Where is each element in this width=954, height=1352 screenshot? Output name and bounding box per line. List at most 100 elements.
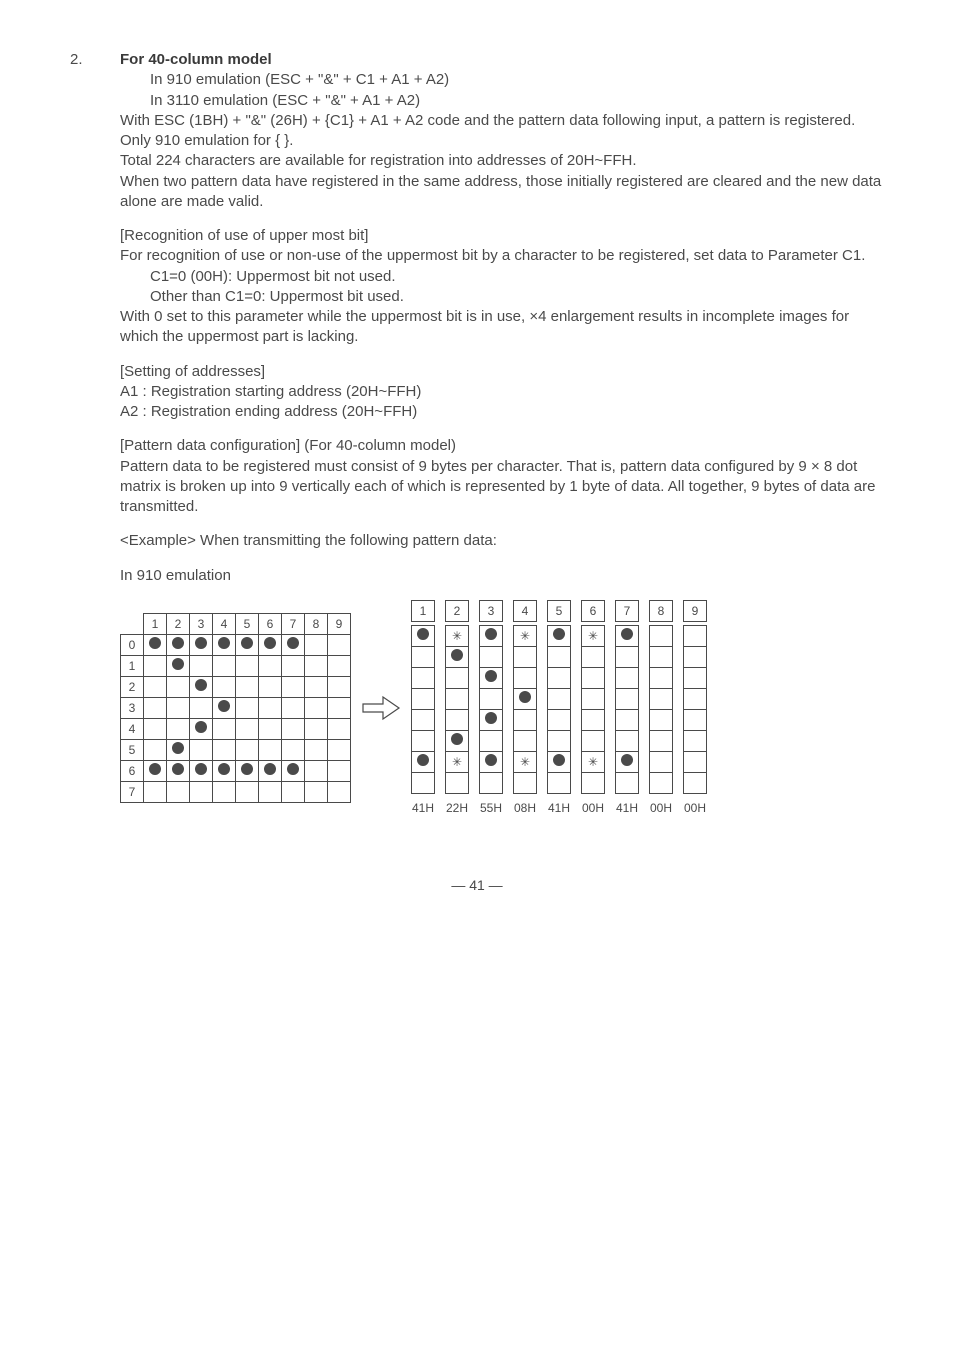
hex-label: 41H xyxy=(548,800,570,816)
byte-column-table: 6✳✳ xyxy=(581,600,605,794)
grid-cell xyxy=(167,697,190,718)
dot-icon xyxy=(149,637,161,649)
dot-icon xyxy=(451,733,463,745)
byte-cell xyxy=(650,688,673,709)
grid-cell xyxy=(144,718,167,739)
grid-cell xyxy=(167,781,190,802)
byte-cell xyxy=(548,688,571,709)
dot-icon xyxy=(218,637,230,649)
byte-column-header: 5 xyxy=(548,600,571,621)
dot-icon xyxy=(264,763,276,775)
grid-cell xyxy=(190,634,213,655)
dot-icon xyxy=(519,691,531,703)
dot-icon xyxy=(172,637,184,649)
grid-cell xyxy=(167,655,190,676)
byte-cell xyxy=(412,688,435,709)
dot-icon xyxy=(621,628,633,640)
grid-cell xyxy=(328,760,351,781)
grid-cell xyxy=(236,655,259,676)
byte-cell xyxy=(684,730,707,751)
dot-icon xyxy=(195,637,207,649)
byte-cell xyxy=(412,625,435,646)
grid-cell xyxy=(236,697,259,718)
byte-cell xyxy=(514,688,537,709)
grid-cell xyxy=(144,676,167,697)
byte-cell xyxy=(582,730,605,751)
grid-col-header: 5 xyxy=(236,613,259,634)
grid-cell xyxy=(259,760,282,781)
byte-cell xyxy=(548,751,571,772)
byte-column: 900H xyxy=(683,600,707,816)
byte-column-table: 5 xyxy=(547,600,571,794)
grid-cell xyxy=(236,781,259,802)
grid-col-header: 7 xyxy=(282,613,305,634)
grid-cell xyxy=(259,634,282,655)
byte-column-table: 4✳✳ xyxy=(513,600,537,794)
byte-cell xyxy=(650,772,673,793)
grid-cell xyxy=(167,634,190,655)
byte-cell xyxy=(548,730,571,751)
byte-column-table: 9 xyxy=(683,600,707,794)
byte-cell xyxy=(616,625,639,646)
item-number: 2. xyxy=(70,50,90,816)
grid-row-header: 6 xyxy=(121,760,144,781)
grid-cell xyxy=(167,676,190,697)
grid-cell xyxy=(236,760,259,781)
para-1a: With ESC (1BH) + "&" (26H) + {C1} + A1 +… xyxy=(120,111,884,152)
dot-icon xyxy=(241,763,253,775)
arrow-icon xyxy=(361,693,401,723)
byte-column-table: 8 xyxy=(649,600,673,794)
grid-cell xyxy=(282,718,305,739)
byte-column-header: 3 xyxy=(480,600,503,621)
grid-cell xyxy=(190,760,213,781)
byte-cell xyxy=(650,646,673,667)
byte-cell xyxy=(616,772,639,793)
byte-cell xyxy=(650,625,673,646)
byte-cell xyxy=(616,688,639,709)
grid-cell xyxy=(282,676,305,697)
grid-cell xyxy=(328,781,351,802)
hex-label: 00H xyxy=(684,800,706,816)
byte-cell xyxy=(412,772,435,793)
byte-cell xyxy=(684,751,707,772)
grid-col-header: 2 xyxy=(167,613,190,634)
byte-column: 800H xyxy=(649,600,673,816)
grid-cell xyxy=(236,634,259,655)
byte-cell xyxy=(480,730,503,751)
byte-column: 5 41H xyxy=(547,600,571,816)
byte-cell xyxy=(684,772,707,793)
pattern-title: [Pattern data configuration] (For 40-col… xyxy=(120,436,884,456)
dot-icon xyxy=(621,754,633,766)
dot-icon xyxy=(195,679,207,691)
hex-label: 41H xyxy=(412,800,434,816)
byte-cell xyxy=(514,667,537,688)
grid-cell xyxy=(213,718,236,739)
grid-row-header: 5 xyxy=(121,739,144,760)
byte-cell xyxy=(650,667,673,688)
byte-cell xyxy=(650,730,673,751)
grid-cell xyxy=(282,634,305,655)
grid-cell xyxy=(213,697,236,718)
grid-cell xyxy=(305,718,328,739)
grid-cell xyxy=(213,781,236,802)
grid-cell xyxy=(305,634,328,655)
byte-cell xyxy=(514,730,537,751)
byte-cell: ✳ xyxy=(582,751,605,772)
byte-column-table: 1 xyxy=(411,600,435,794)
dot-icon xyxy=(417,628,429,640)
byte-cell xyxy=(548,625,571,646)
byte-column-header: 1 xyxy=(412,600,435,621)
hex-label: 00H xyxy=(650,800,672,816)
byte-cell xyxy=(480,751,503,772)
dot-icon xyxy=(287,637,299,649)
byte-cell: ✳ xyxy=(446,751,469,772)
byte-cell xyxy=(480,667,503,688)
grid-col-header: 3 xyxy=(190,613,213,634)
byte-cell xyxy=(446,730,469,751)
byte-cell xyxy=(412,730,435,751)
grid-row-header: 2 xyxy=(121,676,144,697)
byte-cell xyxy=(684,646,707,667)
byte-cell xyxy=(480,646,503,667)
byte-cell xyxy=(650,751,673,772)
pattern-para: Pattern data to be registered must consi… xyxy=(120,457,884,518)
